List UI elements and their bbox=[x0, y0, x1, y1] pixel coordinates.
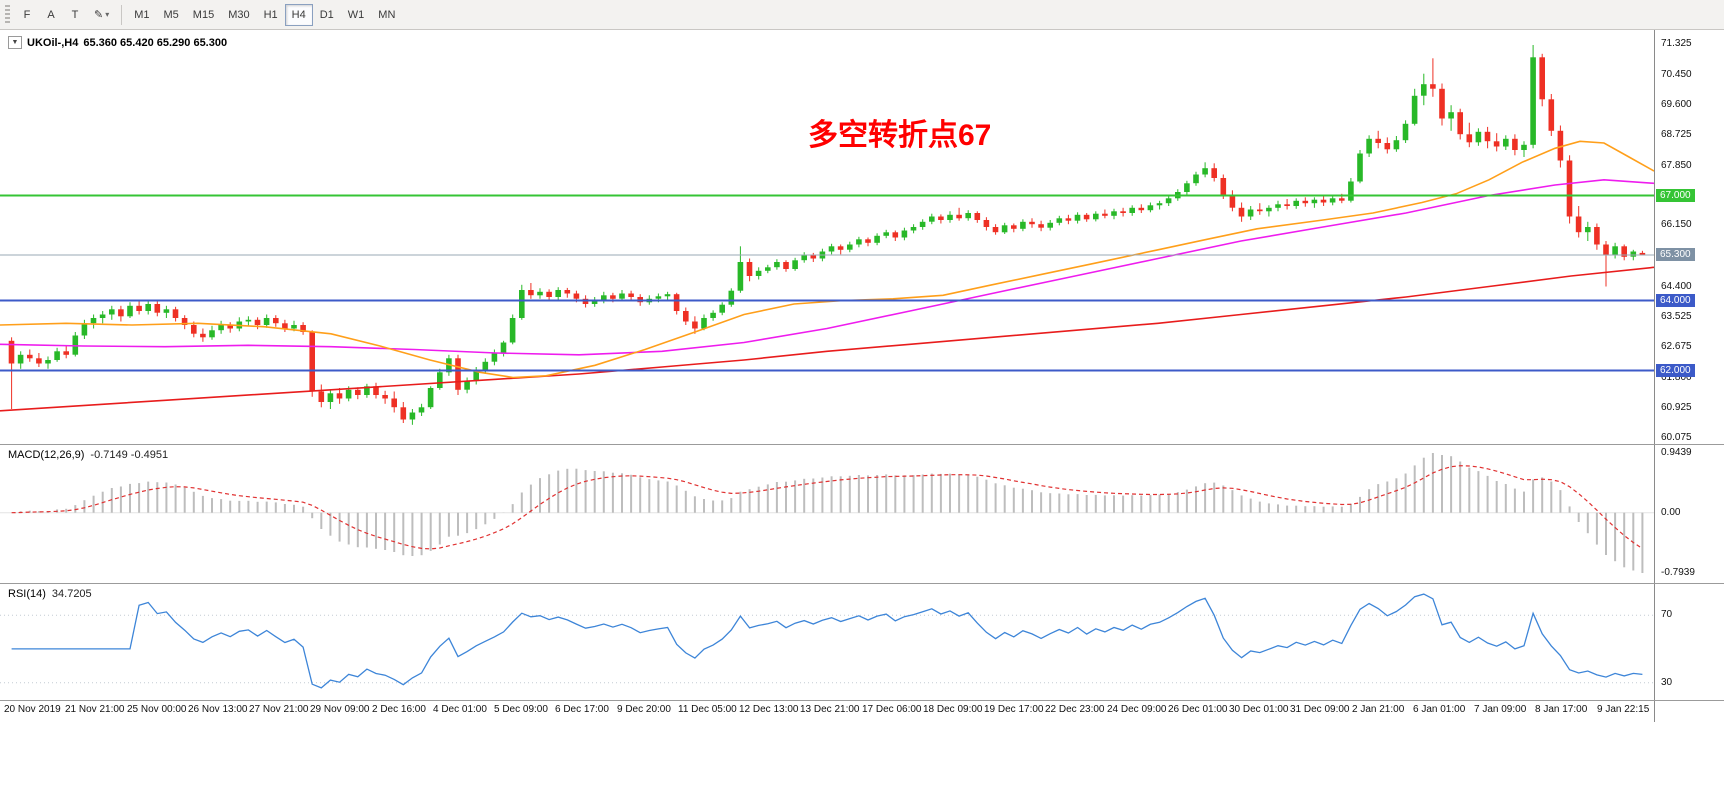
date-axis-label: 29 Nov 09:00 bbox=[310, 704, 370, 715]
macd-name: MACD(12,26,9) bbox=[8, 449, 85, 461]
panel-separator[interactable] bbox=[0, 700, 1724, 701]
date-axis-label: 22 Dec 23:00 bbox=[1045, 704, 1105, 715]
price-axis-label: 70.450 bbox=[1661, 68, 1692, 80]
toolbar-divider bbox=[121, 4, 123, 25]
timeframe-button-H4[interactable]: H4 bbox=[284, 3, 313, 26]
timeframe-button-M5[interactable]: M5 bbox=[163, 8, 179, 21]
price-axis-label: 67.850 bbox=[1661, 159, 1692, 171]
timeframe-button-H1[interactable]: H1 bbox=[263, 8, 278, 21]
panel-separator[interactable] bbox=[0, 444, 1724, 445]
price-axis-label: 64.400 bbox=[1661, 280, 1692, 292]
chart-annotation-text[interactable]: 多空转折点67 bbox=[808, 119, 992, 152]
text-tool-button[interactable]: T bbox=[71, 8, 79, 21]
date-axis-label: 31 Dec 09:00 bbox=[1290, 704, 1350, 715]
symbol-period-label: UKOil-,H4 bbox=[27, 36, 79, 49]
date-axis-label: 7 Jan 09:00 bbox=[1474, 704, 1527, 715]
price-axis-label: 62.675 bbox=[1661, 340, 1692, 352]
date-axis-label: 6 Jan 01:00 bbox=[1413, 704, 1466, 715]
date-axis-label: 8 Jan 17:00 bbox=[1535, 704, 1588, 715]
time-scale[interactable]: 20 Nov 2019 21 Nov 21:00 25 Nov 00:00 26 No… bbox=[0, 701, 1654, 721]
timeframe-button-MN[interactable]: MN bbox=[378, 8, 396, 21]
price-axis-label: 68.725 bbox=[1661, 129, 1692, 141]
date-axis-label: 2 Dec 16:00 bbox=[372, 704, 426, 715]
arrow-tool-button[interactable]: A bbox=[47, 8, 55, 21]
macd-axis-label: 0.00 bbox=[1661, 506, 1681, 518]
timeframe-button-group: M1 M5 M15 M30 H1 H4 D1 W1 MN bbox=[127, 3, 402, 26]
chevron-down-icon: ▾ bbox=[105, 10, 110, 19]
ohlc-values-label: 65.360 65.420 65.290 65.300 bbox=[83, 36, 228, 49]
date-axis-label: 25 Nov 00:00 bbox=[127, 704, 187, 715]
rsi-axis-label: 30 bbox=[1661, 676, 1673, 688]
date-axis-label: 9 Dec 20:00 bbox=[617, 704, 671, 715]
price-tag-65.300: 65.300 bbox=[1656, 248, 1695, 261]
toolbar-grip-handle[interactable] bbox=[5, 4, 10, 25]
price-tag-64.000: 64.000 bbox=[1656, 293, 1695, 307]
price-axis-label: 63.525 bbox=[1661, 311, 1692, 323]
macd-indicator-canvas[interactable] bbox=[0, 445, 1654, 583]
date-axis-label: 6 Dec 17:00 bbox=[555, 704, 609, 715]
price-scale[interactable]: 71.325 70.450 69.600 68.725 67.850 66.150 64.4… bbox=[1654, 30, 1724, 722]
draw-tool-button[interactable]: ✎ ▾ bbox=[94, 9, 110, 21]
price-axis-label: 71.325 bbox=[1661, 38, 1692, 50]
date-axis-label: 18 Dec 09:00 bbox=[923, 704, 983, 715]
date-axis-label: 26 Dec 01:00 bbox=[1168, 704, 1228, 715]
price-axis-label: 60.925 bbox=[1661, 402, 1692, 414]
tool-f-button[interactable]: F bbox=[23, 8, 31, 21]
date-axis-label: 13 Dec 21:00 bbox=[800, 704, 860, 715]
main-price-chart-canvas[interactable] bbox=[0, 30, 1654, 444]
price-tag-62.000: 62.000 bbox=[1656, 363, 1695, 377]
collapse-chart-button[interactable]: ▼ bbox=[8, 36, 22, 49]
date-axis-label: 11 Dec 05:00 bbox=[678, 704, 737, 715]
date-axis-label: 9 Jan 22:15 bbox=[1597, 704, 1650, 715]
date-axis-label: 21 Nov 21:00 bbox=[65, 704, 125, 715]
macd-axis-label: 0.9439 bbox=[1661, 447, 1692, 458]
panel-separator[interactable] bbox=[0, 583, 1724, 584]
rsi-value: 34.7205 bbox=[51, 588, 92, 600]
date-axis-label: 4 Dec 01:00 bbox=[433, 704, 487, 715]
date-axis-label: 2 Jan 21:00 bbox=[1352, 704, 1405, 715]
price-axis-label: 69.600 bbox=[1661, 98, 1692, 110]
chart-symbol-header: ▼ UKOil-,H4 65.360 65.420 65.290 65.300 bbox=[8, 36, 227, 49]
macd-values: -0.7149 -0.4951 bbox=[90, 449, 169, 461]
macd-label: MACD(12,26,9) -0.7149 -0.4951 bbox=[8, 449, 168, 461]
rsi-axis-label: 70 bbox=[1661, 609, 1673, 621]
toolbar: F A T ✎ ▾ M1 M5 M15 M30 H1 H4 D1 W1 MN bbox=[0, 0, 1724, 30]
date-axis-label: 20 Nov 2019 bbox=[4, 704, 61, 715]
date-axis-label: 19 Dec 17:00 bbox=[984, 704, 1044, 715]
price-axis-label: 66.150 bbox=[1661, 219, 1692, 231]
price-tag-67.000: 67.000 bbox=[1656, 188, 1695, 202]
macd-axis-label: -0.7939 bbox=[1661, 567, 1695, 578]
rsi-name: RSI(14) bbox=[8, 588, 46, 600]
tool-button-group: F A T ✎ ▾ bbox=[15, 4, 116, 26]
price-axis-label: 60.075 bbox=[1661, 431, 1692, 443]
timeframe-button-W1[interactable]: W1 bbox=[347, 8, 365, 21]
date-axis-label: 30 Dec 01:00 bbox=[1229, 704, 1289, 715]
date-axis-label: 26 Nov 13:00 bbox=[188, 704, 248, 715]
date-axis-label: 24 Dec 09:00 bbox=[1107, 704, 1167, 715]
rsi-label: RSI(14) 34.7205 bbox=[8, 588, 92, 600]
date-axis-label: 27 Nov 21:00 bbox=[249, 704, 309, 715]
timeframe-button-M1[interactable]: M1 bbox=[134, 8, 150, 21]
timeframe-button-M15[interactable]: M15 bbox=[192, 8, 215, 21]
date-axis-label: 17 Dec 06:00 bbox=[862, 704, 922, 715]
date-axis-label: 5 Dec 09:00 bbox=[494, 704, 548, 715]
timeframe-button-D1[interactable]: D1 bbox=[319, 8, 334, 21]
timeframe-button-M30[interactable]: M30 bbox=[228, 8, 250, 21]
price-axis-label: 61.800 bbox=[1661, 371, 1692, 383]
date-axis-label: 12 Dec 13:00 bbox=[739, 704, 799, 715]
rsi-indicator-canvas[interactable] bbox=[0, 584, 1654, 700]
